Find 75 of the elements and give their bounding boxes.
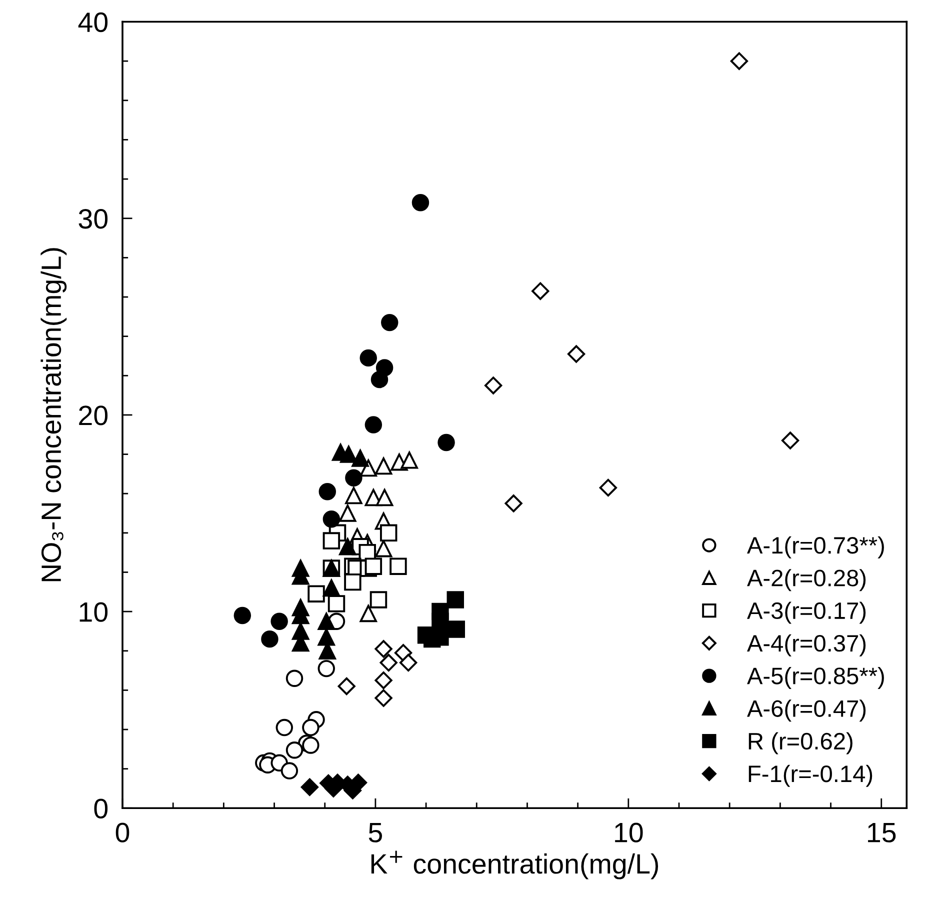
legend-label: A-6(r=0.47) (747, 700, 866, 722)
legend-label: A-4(r=0.37) (747, 634, 866, 656)
point (286, 670, 304, 687)
point (374, 689, 392, 707)
legend-label: R (r=0.62) (748, 732, 852, 754)
point (438, 434, 455, 452)
point (344, 573, 362, 591)
point (280, 762, 298, 780)
x-axis-title: K$^{+}$ concentration(mg/L) (371, 850, 658, 880)
point (270, 612, 288, 630)
y-axis-title: NO₃-N concentration(mg/L) (40, 248, 67, 582)
y-tick-label: 10 (80, 602, 108, 622)
point (364, 416, 382, 434)
legend-label: F-1(r=-0.14) (748, 764, 872, 787)
point (390, 558, 407, 575)
point (234, 606, 252, 624)
point (322, 579, 340, 597)
point (286, 742, 304, 759)
point (339, 538, 356, 556)
legend-label: A-2(r=0.28) (747, 569, 866, 592)
y-tick-label: 20 (79, 406, 108, 426)
point (400, 654, 418, 672)
point (339, 504, 356, 522)
point (448, 620, 466, 638)
point (400, 452, 418, 469)
point (374, 640, 392, 658)
point (484, 376, 502, 394)
point (318, 660, 335, 678)
x-tick-label: 10 (615, 822, 643, 842)
point (322, 510, 340, 528)
point (380, 654, 398, 672)
point (532, 282, 550, 300)
legend-label: A-1(r=0.73**) (747, 536, 884, 558)
point (599, 478, 617, 497)
point (300, 778, 319, 796)
point (322, 532, 340, 550)
point (302, 736, 320, 754)
point (352, 450, 369, 467)
point (380, 524, 398, 542)
legend-label: A-5(r=0.85**) (747, 666, 884, 689)
point (276, 718, 293, 736)
point (345, 469, 362, 486)
point (308, 585, 325, 602)
point (381, 314, 398, 332)
point (302, 718, 320, 736)
y-tick-label: 40 (78, 12, 108, 32)
point (370, 370, 388, 388)
point (360, 349, 377, 367)
point (376, 488, 394, 506)
point (318, 628, 335, 646)
point (370, 591, 388, 608)
x-tick-label: 5 (368, 823, 382, 842)
point (345, 486, 362, 504)
point (360, 604, 377, 622)
y-tick-label: 30 (78, 209, 108, 229)
legend-label: A-3(r=0.17) (747, 602, 866, 624)
point (318, 612, 335, 630)
point (412, 194, 430, 212)
point (364, 558, 382, 575)
x-tick-label: 0 (116, 822, 130, 842)
point (374, 540, 392, 558)
point (446, 591, 464, 608)
point (374, 672, 392, 690)
point (504, 494, 522, 512)
point (730, 52, 748, 70)
point (338, 677, 356, 696)
point (318, 483, 336, 500)
point (567, 345, 586, 363)
y-tick-label: 0 (94, 798, 108, 818)
point (261, 630, 278, 648)
point (781, 432, 800, 450)
point (374, 457, 392, 475)
point (340, 446, 358, 463)
point (328, 595, 346, 612)
x-tick-label: 15 (868, 823, 896, 842)
